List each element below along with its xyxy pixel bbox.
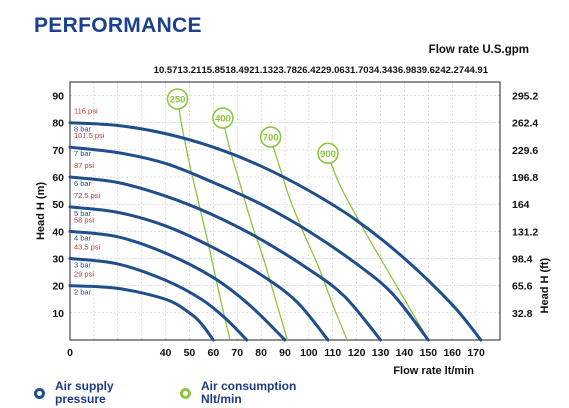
air-consumption-label-900: 900 [320,149,336,160]
air-consumption-marker-400 [212,107,234,129]
x-tick-label: 170 [467,347,485,359]
y-tick-label: 80 [52,118,64,130]
x-tick-label: 110 [324,347,341,359]
pressure-psi-label: 101.5 psi [74,131,105,140]
y-tick-label: 30 [52,254,64,266]
y-axis-title: Head H (m) [35,182,47,240]
right-tick-label: 32.8 [512,308,533,320]
pressure-curve-7-bar [68,145,430,342]
right-tick-label: 229.6 [512,145,538,157]
x-tick-label: 140 [396,347,414,359]
pressure-curve-6-bar [68,175,383,342]
air-consumption-label-250: 250 [170,95,186,106]
top-tick-label: 34.34 [369,65,393,76]
air-consumption-label-400: 400 [215,114,231,125]
x-tick-label: 70 [231,347,243,359]
top-tick-label: 18.49 [225,65,249,76]
x-tick-label: 40 [160,347,172,359]
legend-label-air-supply: Air supply pressure [55,379,114,406]
air-consumption-curve-400 [222,119,289,341]
y-tick-label: 90 [52,91,64,103]
pressure-psi-label: 58 psi [74,215,94,224]
legend-item-air-consumption: Air consumption Nlt/min [180,380,296,406]
top-tick-label: 26.42 [297,65,321,76]
pressure-curve-4-bar [68,229,287,342]
x-tick-label: 60 [207,347,219,359]
right-tick-label: 295.2 [512,91,538,103]
pressure-bar-label: 5 bar [74,209,92,218]
y-tick-label: 20 [52,281,64,293]
right-tick-label: 164 [512,199,530,211]
right-tick-label: 196.8 [512,172,538,184]
top-tick-label: 36.98 [393,65,417,76]
y-tick-label: 10 [52,308,64,320]
legend-swatch-air-consumption-icon [180,387,191,399]
pressure-curve-5-bar [68,205,330,342]
right-tick-label: 65.6 [512,281,533,293]
legend-swatch-air-supply-icon [34,387,45,399]
pressure-psi-label: 43.5 psi [74,243,101,252]
air-consumption-marker-700 [259,126,282,148]
top-tick-label: 42.27 [440,65,464,76]
air-consumption-marker-250 [166,88,189,110]
pressure-psi-label: 29 psi [74,270,94,279]
pressure-psi-label: 116 psi [74,107,98,116]
top-tick-label: 15.85 [201,65,225,76]
pressure-bar-label: 7 bar [74,149,92,158]
right-tick-label: 131.2 [512,226,538,238]
y-tick-label: 40 [52,226,64,238]
pressure-bar-label: 3 bar [74,261,92,270]
y-tick-label: 60 [52,172,64,184]
pressure-psi-label: 87 psi [74,161,94,170]
x-tick-label: 50 [184,347,196,359]
right-tick-label: 262.4 [512,118,538,130]
top-axis-title: Flow rate U.S.gpm [428,44,529,56]
top-tick-label: 31.70 [345,65,369,76]
x-axis-title: Flow rate lt/min [393,365,474,377]
pressure-curve-2-bar [68,284,215,342]
top-tick-label: 44.91 [464,65,488,76]
pressure-bar-label: 4 bar [74,233,92,242]
pressure-bar-label: 6 bar [74,179,92,188]
right-tick-label: 98.4 [512,254,533,266]
x-tick-label: 90 [279,347,291,359]
top-tick-label: 10.57 [154,65,178,76]
air-consumption-curve-250 [176,100,231,341]
pressure-curve-3-bar [68,257,249,342]
top-tick-label: 23.78 [273,65,297,76]
y-tick-label: 70 [52,145,64,157]
x-tick-label: 150 [420,347,438,359]
air-consumption-marker-900 [317,142,339,165]
top-tick-label: 29.06 [321,65,345,76]
legend-label-air-consumption: Air consumption Nlt/min [201,379,297,406]
pressure-bar-label: 2 bar [74,288,92,297]
air-consumption-label-700: 700 [263,133,279,144]
x-tick-label: 120 [348,347,366,359]
right-axis-title: Head H (ft) [539,258,551,314]
x-tick-label: 130 [372,347,390,359]
top-tick-label: 39.62 [416,65,440,76]
air-consumption-curve-700 [270,138,348,341]
pressure-psi-label: 72.5 psi [74,191,101,200]
pressure-bar-label: 8 bar [74,125,92,134]
x-tick-label: 80 [255,347,267,359]
x-tick-label: 100 [300,347,318,359]
air-consumption-curve-900 [327,155,429,341]
x-tick-label: 0 [67,347,73,359]
pressure-curve-8-bar [68,121,483,342]
top-tick-label: 21.13 [249,65,273,76]
legend-item-air-supply: Air supply pressure [34,380,114,406]
y-tick-label: 50 [52,199,64,211]
top-tick-label: 13.21 [178,65,202,76]
x-tick-label: 160 [443,347,461,359]
chart-title: PERFORMANCE [34,14,202,37]
